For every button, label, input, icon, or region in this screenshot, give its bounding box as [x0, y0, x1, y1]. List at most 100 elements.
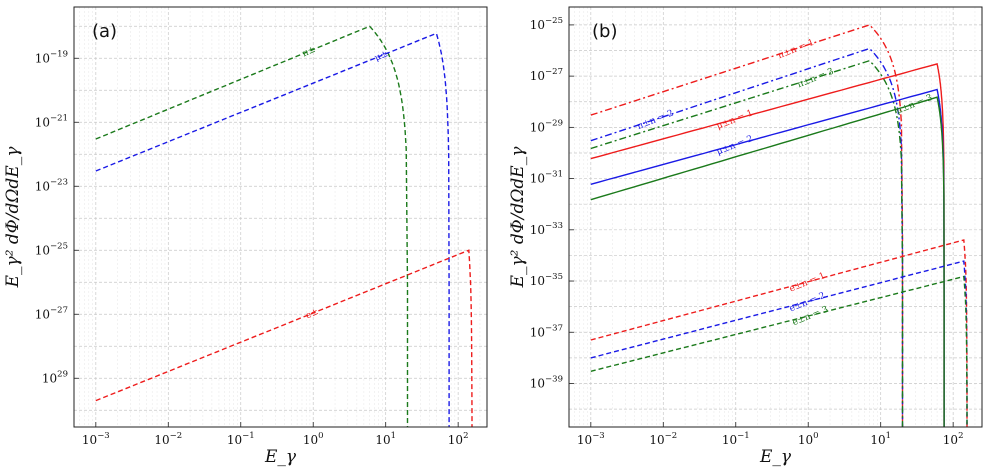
curve-label-0: π± [301, 45, 317, 60]
y-tick-label-exponent: −23 [50, 177, 68, 187]
grid [73, 7, 487, 427]
x-tick-label-mantissa: 10 [798, 433, 813, 447]
curve-label-3: μ±n = 1 [715, 108, 754, 132]
y-tick-label-mantissa: 10 [530, 223, 545, 237]
series-line-2 [95, 249, 473, 427]
plot-frame [568, 6, 983, 428]
x-tick-label-exponent: 0 [813, 431, 818, 441]
y-tick-label: 10−33 [530, 221, 563, 237]
y-tick-label: 1029 [42, 369, 68, 385]
y-tick-label: 10−39 [530, 374, 563, 390]
grid [568, 7, 982, 427]
y-tick-label: 10−29 [530, 118, 563, 134]
series-line-0 [590, 24, 904, 427]
series-line-1 [590, 47, 904, 427]
x-tick-label-exponent: −1 [242, 431, 255, 441]
x-tick-label: 100 [303, 431, 324, 447]
y-tick-label-mantissa: 10 [35, 51, 50, 65]
y-tick-label-mantissa: 10 [530, 325, 545, 339]
y-tick-label-mantissa: 10 [530, 376, 545, 390]
y-tick-label-exponent: −33 [545, 221, 563, 231]
x-tick-label: 101 [375, 431, 396, 447]
y-tick-label: 10−19 [35, 49, 68, 65]
y-tick-label-mantissa: 10 [530, 69, 545, 83]
x-tick-label-exponent: 0 [318, 431, 323, 441]
series-line-3 [590, 63, 945, 427]
y-tick-label: 10−23 [35, 177, 68, 193]
series-line-5 [590, 96, 945, 427]
series-line-1 [95, 32, 450, 427]
series-line-0 [95, 25, 409, 427]
y-tick-label-mantissa: 10 [35, 179, 50, 193]
panel-tag: (b) [592, 21, 617, 42]
plot-frame [73, 6, 488, 428]
y-tick-label: 10−35 [530, 272, 563, 288]
x-tick-label-mantissa: 10 [577, 433, 592, 447]
x-tick-label: 10−2 [649, 431, 677, 447]
x-tick-label-mantissa: 10 [649, 433, 664, 447]
y-tick-label-exponent: −19 [50, 49, 68, 59]
y-tick-label-exponent: −29 [545, 118, 563, 128]
curve-label-0: π±n = 1 [777, 38, 816, 62]
y-tick-label-mantissa: 10 [35, 243, 50, 257]
x-tick-label-mantissa: 10 [303, 433, 318, 447]
y-tick-label: 10−37 [530, 323, 563, 339]
y-tick-label-exponent: −37 [545, 323, 563, 333]
y-tick-label-mantissa: 10 [35, 115, 50, 129]
y-tick-label-exponent: −25 [545, 16, 563, 26]
x-tick-label: 102 [448, 431, 469, 447]
curve-label-2: π±n = 3 [796, 67, 835, 91]
x-tick-label-exponent: 1 [391, 431, 396, 441]
y-tick-label-exponent: −31 [545, 170, 563, 180]
y-tick-label-exponent: −39 [545, 374, 563, 384]
x-tick-label-mantissa: 10 [227, 433, 242, 447]
y-tick-label: 10−21 [35, 113, 68, 129]
y-tick-label-mantissa: 10 [42, 371, 57, 385]
y-tick-label: 10−31 [530, 170, 563, 186]
x-tick-label-mantissa: 10 [448, 433, 463, 447]
y-tick-label-mantissa: 10 [530, 172, 545, 186]
x-tick-label: 10−3 [82, 431, 110, 447]
y-tick-label: 10−25 [530, 16, 563, 32]
y-tick-label-mantissa: 10 [35, 307, 50, 321]
y-axis-label: E_γ² dΦ/dΩdE_γ [508, 146, 528, 289]
curve-label-1: π±n = 2 [636, 108, 675, 132]
y-tick-label-mantissa: 10 [530, 18, 545, 32]
y-tick-label: 10−27 [35, 305, 68, 321]
curve-label-2: e± [304, 307, 320, 322]
x-tick-label-exponent: −1 [737, 431, 750, 441]
x-tick-label: 10−2 [154, 431, 182, 447]
series-group [95, 25, 473, 427]
series-group [590, 24, 968, 427]
y-tick-label-exponent: −27 [50, 305, 68, 315]
x-tick-label-mantissa: 10 [82, 433, 97, 447]
x-tick-label-mantissa: 10 [870, 433, 885, 447]
y-tick-label-exponent: 29 [57, 369, 68, 379]
x-tick-label-exponent: −3 [97, 431, 110, 441]
panel-b: 10−3 10−2 10−1 100 101 10210−2510−2710−2910−3… [508, 6, 983, 467]
y-tick-label-mantissa: 10 [530, 274, 545, 288]
x-tick-label: 10−3 [577, 431, 605, 447]
curve-label-5: μ±n = 3 [895, 93, 934, 117]
panel-tag: (a) [92, 21, 117, 42]
panel-a: 10−3 10−2 10−1 100 101 10210−1910−2110−2310−2… [3, 6, 488, 467]
x-tick-label-exponent: 2 [463, 431, 468, 441]
x-tick-label-exponent: 1 [886, 431, 891, 441]
y-axis-label: E_γ² dΦ/dΩdE_γ [3, 146, 23, 289]
curve-label-4: μ±n = 2 [715, 134, 754, 158]
series-line-2 [590, 59, 904, 427]
series-line-4 [590, 88, 945, 427]
y-tick-label-exponent: −25 [50, 241, 68, 251]
curve-label-1: μ± [373, 49, 389, 64]
y-tick-label-mantissa: 10 [530, 120, 545, 134]
y-tick-label: 10−25 [35, 241, 68, 257]
x-tick-label-exponent: 2 [958, 431, 963, 441]
x-tick-label-exponent: −2 [170, 431, 183, 441]
y-tick-label-exponent: −27 [545, 67, 563, 77]
y-tick-label: 10−27 [530, 67, 563, 83]
x-tick-label: 10−1 [227, 431, 255, 447]
x-tick-label-mantissa: 10 [722, 433, 737, 447]
x-tick-label: 101 [870, 431, 891, 447]
series-line-6 [590, 239, 968, 427]
